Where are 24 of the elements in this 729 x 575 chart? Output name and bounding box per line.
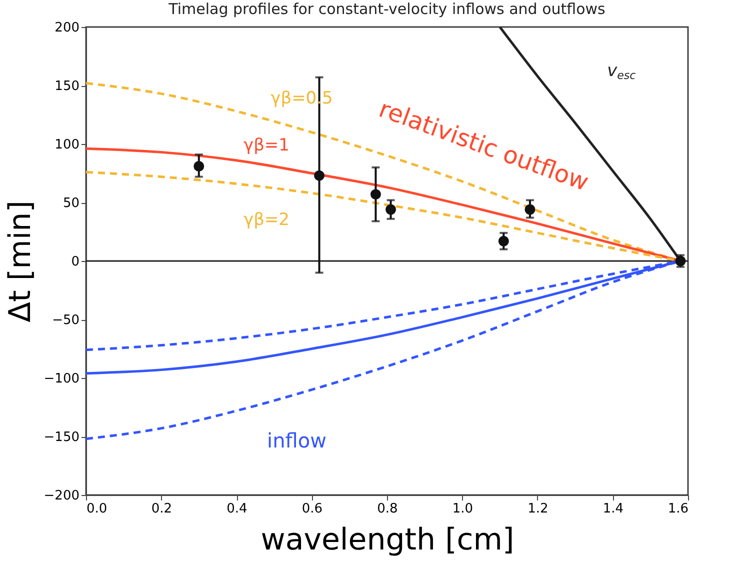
x-tick-label: 0.6	[302, 502, 323, 516]
series-label: γβ=2	[244, 210, 290, 230]
y-tick-label: −50	[52, 313, 80, 328]
x-axis-title: wavelength [cm]	[260, 522, 514, 558]
x-tick-label: 0.8	[377, 502, 398, 516]
annotation: inflow	[267, 428, 326, 453]
y-tick-label: 200	[54, 20, 80, 36]
series-label: γβ=1	[244, 135, 290, 156]
x-tick-label: 1.6	[668, 502, 688, 516]
x-tick-label: 1.4	[602, 502, 624, 516]
y-tick-label: −100	[44, 372, 80, 386]
y-tick-label: −150	[44, 430, 80, 445]
x-tick-label: 1.0	[452, 502, 474, 516]
y-axis-title: Δt [min]	[2, 200, 38, 322]
x-tick-label: 0.0	[86, 502, 108, 516]
x-tick-label: 0.4	[226, 502, 248, 516]
y-tick-label: 0	[71, 254, 80, 270]
x-tick-label: 1.2	[528, 502, 548, 516]
y-tick-label: 150	[54, 79, 80, 94]
chart-title: Timelag profiles for constant-velocity inflows and outflows	[168, 0, 606, 18]
y-tick-label: 50	[62, 196, 80, 211]
y-tick-label: 100	[54, 138, 80, 152]
y-tick-label: −200	[44, 488, 80, 504]
x-tick-label: 0.2	[151, 502, 172, 516]
